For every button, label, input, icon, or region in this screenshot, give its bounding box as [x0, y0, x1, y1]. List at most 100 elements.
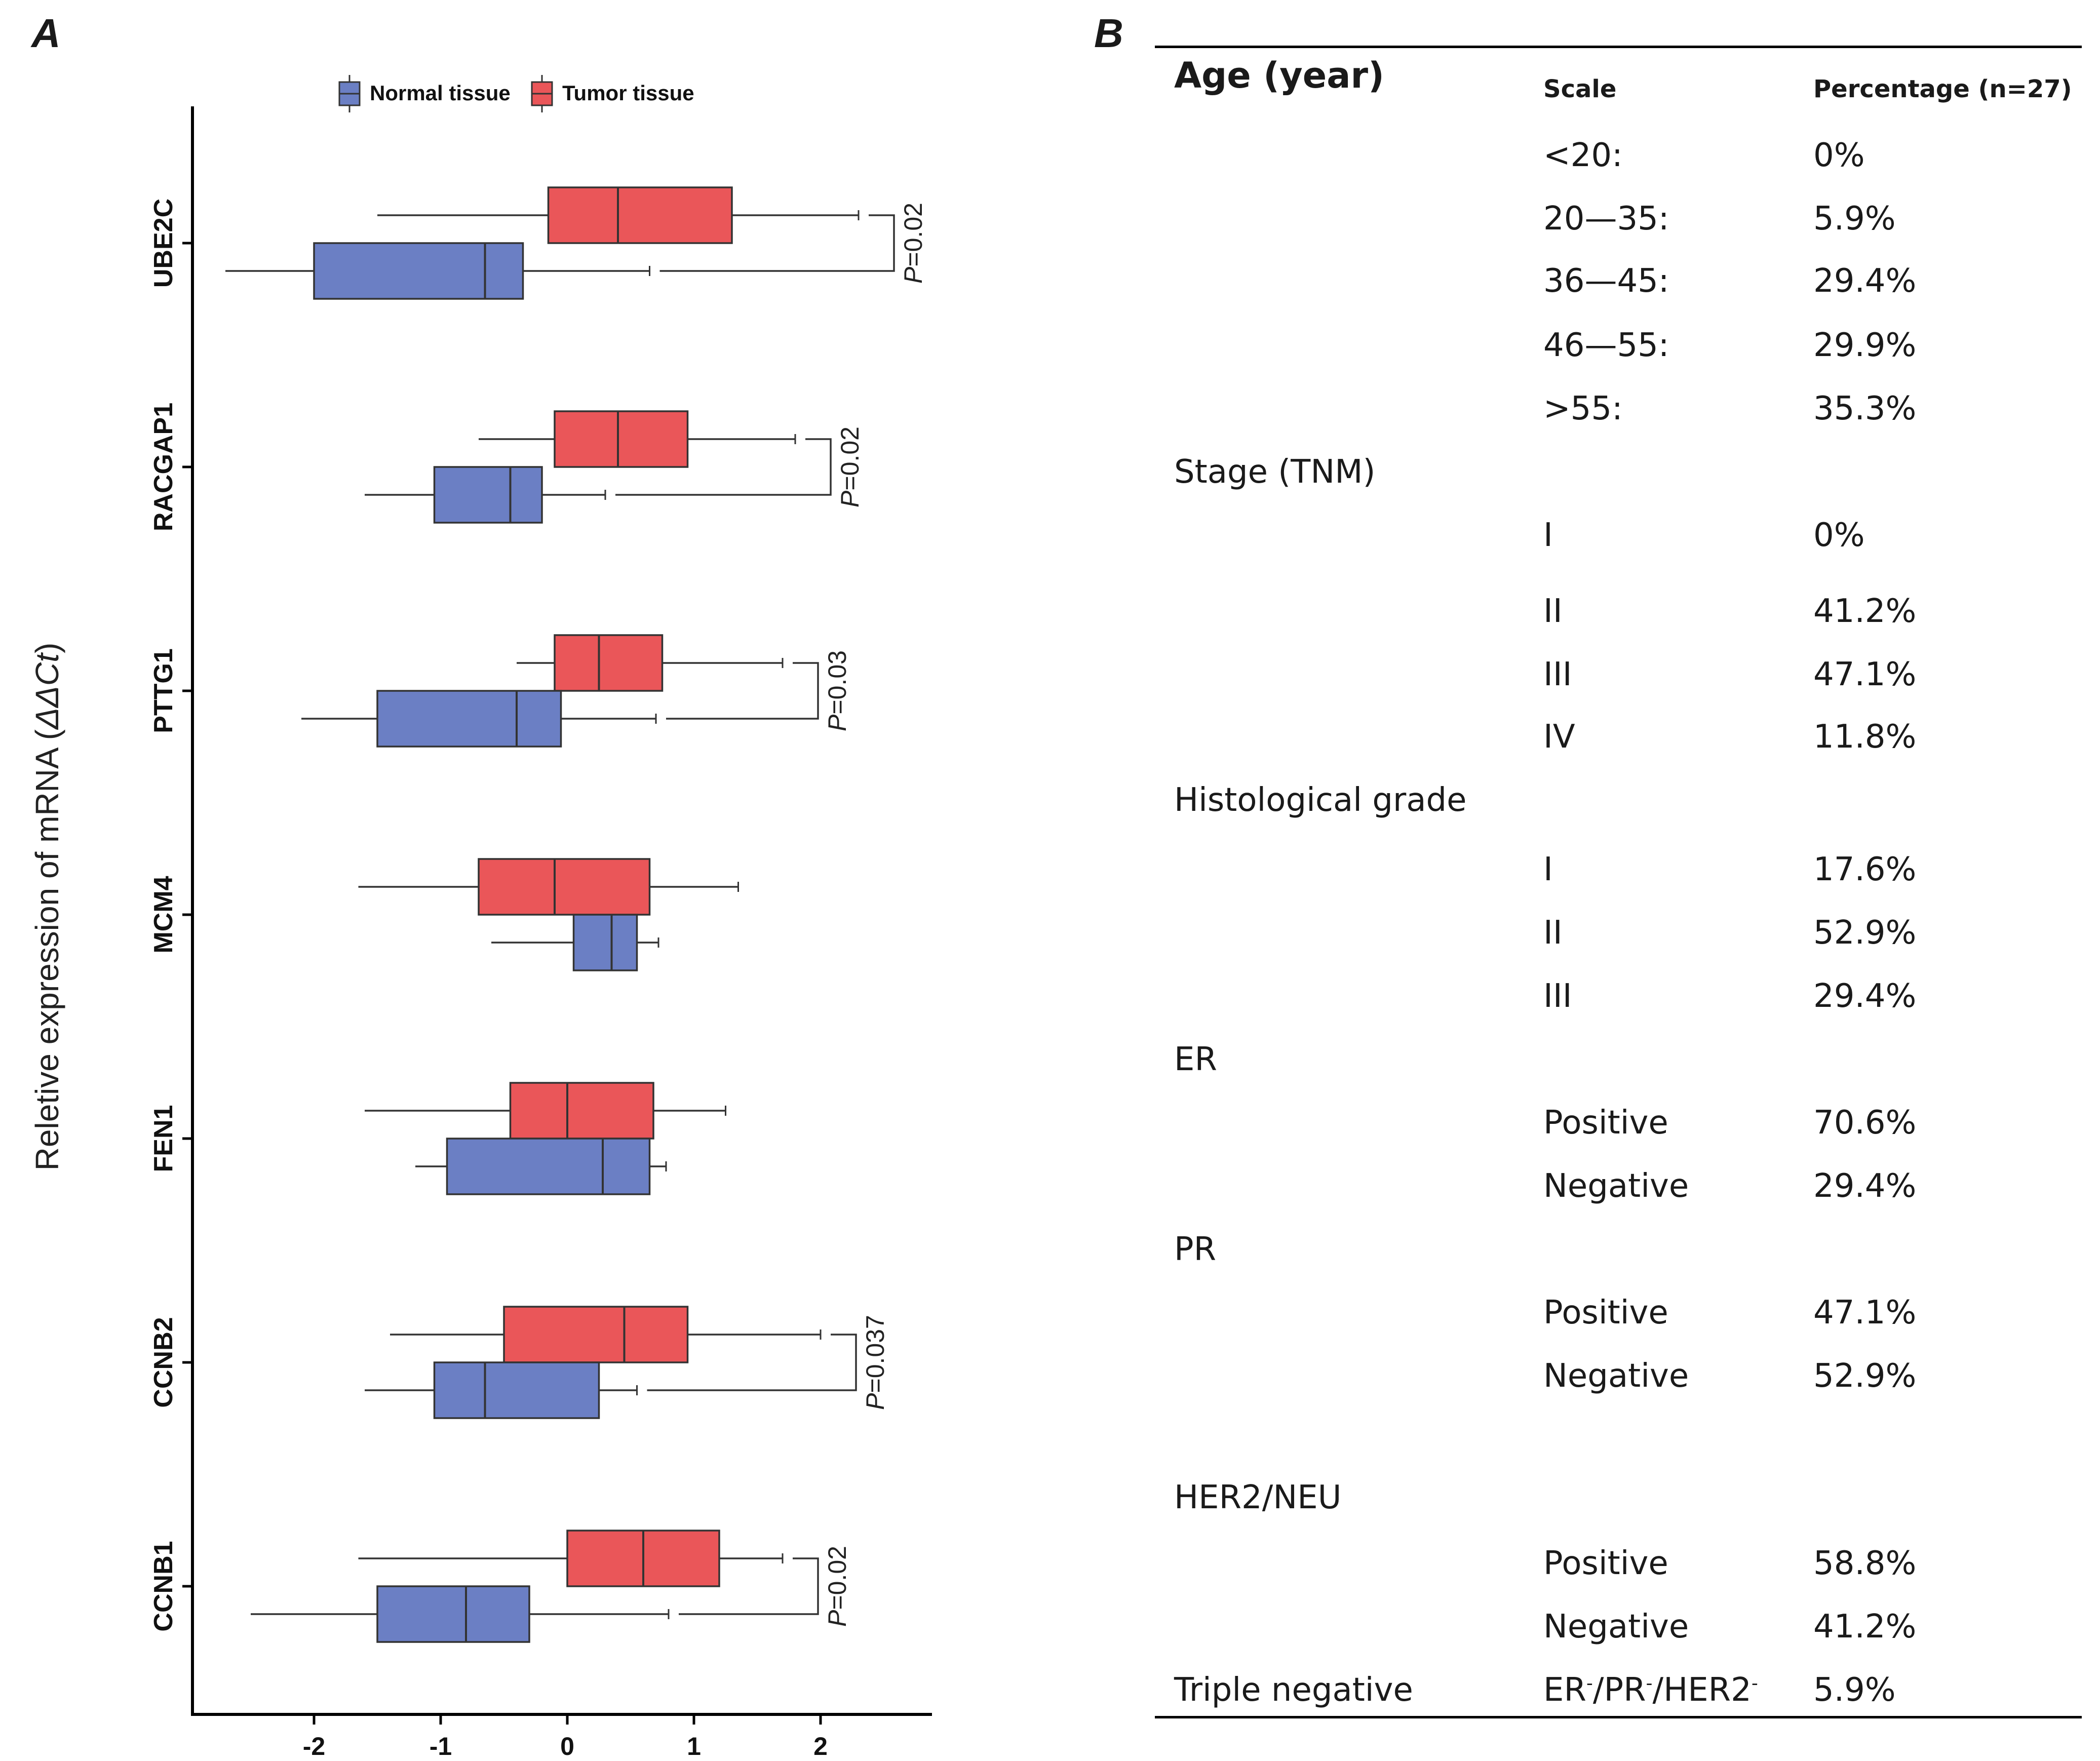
table-row-scale: II: [1543, 914, 1563, 952]
gene-group-racgap1: RACGAP1 P=0.02: [149, 403, 864, 531]
table-row-percentage: 47.1%: [1813, 1294, 1917, 1332]
table-row-percentage: 5.9%: [1813, 200, 1896, 238]
normal-box: [225, 242, 650, 300]
tumor-box: [517, 634, 784, 692]
p-value-label: P=0.02: [899, 203, 927, 284]
box: [376, 1585, 530, 1643]
table-row-scale: II: [1543, 593, 1563, 630]
table-row-percentage: 35.3%: [1813, 390, 1917, 427]
normal-box: [365, 466, 606, 524]
her2-sup: -: [1751, 1673, 1758, 1694]
gene-label: MCM4: [149, 876, 178, 953]
gene-group-mcm4: MCM4: [149, 858, 739, 971]
tumor-box: [358, 1530, 784, 1587]
p-value-symbol: P: [836, 490, 864, 507]
legend-tumor: Tumor tissue: [531, 75, 694, 112]
gene-group-ccnb1: CCNB1 P=0.02: [149, 1530, 851, 1643]
table-row-percentage: 29.4%: [1813, 977, 1917, 1015]
significance-bracket: [615, 438, 832, 496]
box: [433, 1361, 600, 1419]
box: [503, 1306, 689, 1363]
significance-bracket: [679, 1557, 819, 1615]
table-top-rule: [1155, 46, 2082, 48]
separator: /: [1652, 1671, 1664, 1709]
table-row-percentage: 58.8%: [1813, 1545, 1917, 1582]
p-value-number: =0.02: [836, 426, 864, 491]
tumor-box: [479, 410, 796, 468]
table-row-scale: III: [1543, 977, 1572, 1015]
table-row-percentage: 29.4%: [1813, 262, 1917, 300]
p-value-number: =0.03: [823, 650, 851, 715]
box: [478, 858, 651, 916]
her2-text: HER2: [1663, 1671, 1752, 1709]
box: [446, 1138, 651, 1195]
boxplot-chart: Normal tissue Tumor tissue -2 -1 0 1 2 UBE2C P…: [29, 75, 932, 1760]
gene-group-fen1: FEN1: [149, 1082, 726, 1195]
normal-box: [491, 914, 659, 971]
table-row-scale: Negative: [1543, 1357, 1689, 1395]
y-axis-label-group: Reletive expression of mRNA (ΔΔCt): [29, 643, 65, 1171]
normal-box: [251, 1585, 670, 1643]
significance-bracket: [659, 214, 895, 272]
significance-bracket: [666, 662, 819, 720]
tumor-box: [390, 1306, 822, 1363]
box: [433, 466, 543, 524]
y-axis-label: Reletive expression of mRNA (ΔΔCt): [29, 643, 65, 1171]
box: [313, 242, 524, 300]
normal-box: [301, 690, 657, 748]
table-row-percentage: 0%: [1813, 517, 1865, 554]
table-row-scale: <20:: [1543, 137, 1623, 174]
tumor-box: [377, 186, 860, 244]
chart-axes: -2 -1 0 1 2: [191, 106, 932, 1760]
tumor-box: [358, 858, 739, 916]
table-row-scale: I: [1543, 517, 1553, 554]
table-row-percentage: 41.2%: [1813, 593, 1917, 630]
box: [376, 690, 562, 748]
gene-label: PTTG1: [149, 648, 178, 733]
table-row-label: Stage (TNM): [1174, 453, 1376, 491]
significance-bracket: [647, 1334, 857, 1391]
gene-label: CCNB1: [149, 1541, 178, 1631]
table-row-percentage: 0%: [1813, 137, 1865, 174]
y-axis-label-text: Reletive expression of mRNA (: [29, 729, 65, 1170]
chart-legend: Normal tissue Tumor tissue: [338, 75, 694, 112]
table-header-scale: Scale: [1543, 75, 1617, 103]
normal-box: [415, 1138, 667, 1195]
box: [554, 410, 689, 468]
p-value-symbol: P: [823, 1610, 851, 1627]
table-row-percentage: 70.6%: [1813, 1104, 1917, 1142]
pr-sup: -: [1646, 1673, 1653, 1694]
table-bottom-rule: [1155, 1716, 2082, 1718]
table-row-percentage: 52.9%: [1813, 914, 1917, 952]
table-row-scale: Negative: [1543, 1167, 1689, 1205]
p-value-label: P=0.03: [823, 650, 851, 731]
table-row-label: ER: [1174, 1041, 1217, 1078]
er-text: ER: [1543, 1671, 1586, 1709]
table-row-scale: IV: [1543, 718, 1575, 756]
legend-normal: Normal tissue: [338, 75, 511, 112]
table-header-age: Age (year): [1174, 55, 1384, 96]
table-row-label: PR: [1174, 1231, 1217, 1268]
table-row-scale-triple-negative: ER-/PR-/HER2-: [1543, 1671, 1758, 1709]
p-value-label: P=0.02: [836, 426, 864, 507]
x-tick-label: -1: [430, 1732, 452, 1760]
table-row-percentage: 41.2%: [1813, 1608, 1917, 1646]
table-row-scale: Positive: [1543, 1545, 1668, 1582]
gene-label: RACGAP1: [149, 403, 178, 531]
gene-label: FEN1: [149, 1105, 178, 1172]
p-value-label: P=0.02: [823, 1546, 851, 1627]
x-tick-label: -2: [303, 1732, 325, 1760]
p-value-number: =0.02: [823, 1546, 851, 1610]
table-row-label: Triple negative: [1174, 1671, 1413, 1709]
table-row-label: HER2/NEU: [1174, 1479, 1342, 1516]
table-row-scale: >55:: [1543, 390, 1623, 427]
y-axis-label-close: ): [29, 643, 65, 653]
box: [554, 634, 664, 692]
gene-group-pttg1: PTTG1 P=0.03: [149, 634, 851, 748]
y-axis-label-italic: ΔΔCt: [29, 652, 65, 730]
table-row-scale: I: [1543, 851, 1553, 888]
gene-group-ccnb2: CCNB2 P=0.037: [149, 1306, 889, 1419]
p-value-number: =0.02: [899, 203, 927, 267]
x-tick-label: 2: [813, 1732, 828, 1760]
x-tick-label: 1: [687, 1732, 701, 1760]
